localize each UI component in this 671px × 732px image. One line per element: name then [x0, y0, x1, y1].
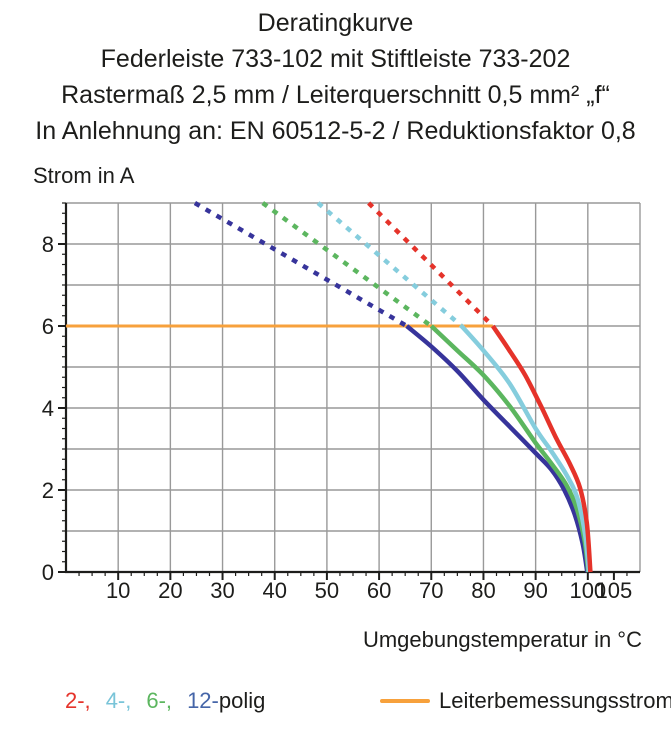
svg-text:10: 10	[106, 578, 130, 603]
series	[66, 201, 593, 573]
curve-4-polig	[459, 324, 592, 573]
svg-text:100: 100	[569, 578, 606, 603]
chart-title-line-3: Rastermaß 2,5 mm / Leiterquerschnitt 0,5…	[61, 81, 610, 109]
svg-text:60: 60	[367, 578, 391, 603]
dashed-6-polig	[261, 201, 433, 328]
legend-4polig: 4-,	[105, 688, 132, 713]
chart-title-line-2: Federleiste 733-102 mit Stiftleiste 733-…	[100, 45, 571, 73]
svg-text:2: 2	[42, 478, 54, 503]
axes	[58, 202, 640, 580]
limit-line-swatch	[380, 699, 430, 703]
svg-text:105: 105	[596, 578, 633, 603]
svg-text:8: 8	[42, 232, 54, 257]
svg-text:40: 40	[262, 578, 286, 603]
legend-polig-suffix: polig	[218, 688, 266, 713]
chart-header: Deratingkurve Federleiste 733-102 mit St…	[0, 5, 671, 149]
svg-text:50: 50	[315, 578, 339, 603]
dashed-12-polig	[193, 201, 408, 328]
legend-12polig: 12-	[187, 688, 219, 713]
svg-text:4: 4	[42, 396, 54, 421]
svg-text:30: 30	[210, 578, 234, 603]
limit-line-legend: Leiterbemessungsstrom	[380, 687, 671, 715]
legend-6polig: 6-,	[146, 688, 173, 713]
svg-text:0: 0	[42, 560, 54, 585]
grid	[66, 202, 641, 572]
limit-line-label: Leiterbemessungsstrom	[439, 688, 671, 713]
chart-title-line-1: Deratingkurve	[257, 9, 414, 37]
svg-text:20: 20	[158, 578, 182, 603]
legend-2polig: 2-,	[65, 688, 91, 713]
dashed-2-polig	[367, 201, 495, 328]
chart-title-line-4: In Anlehnung an: EN 60512-5-2 / Reduktio…	[35, 117, 636, 145]
svg-text:6: 6	[42, 314, 54, 339]
svg-text:90: 90	[523, 578, 547, 603]
y-axis-title: Strom in A	[33, 163, 135, 188]
curve-2-polig	[490, 324, 593, 573]
svg-text:80: 80	[471, 578, 495, 603]
curve-12-polig	[405, 324, 590, 573]
svg-text:70: 70	[419, 578, 443, 603]
x-axis-title: Umgebungstemperatur in °C	[362, 627, 642, 652]
pole-legend: 2-, 4-, 6-, 12- polig	[65, 687, 265, 715]
